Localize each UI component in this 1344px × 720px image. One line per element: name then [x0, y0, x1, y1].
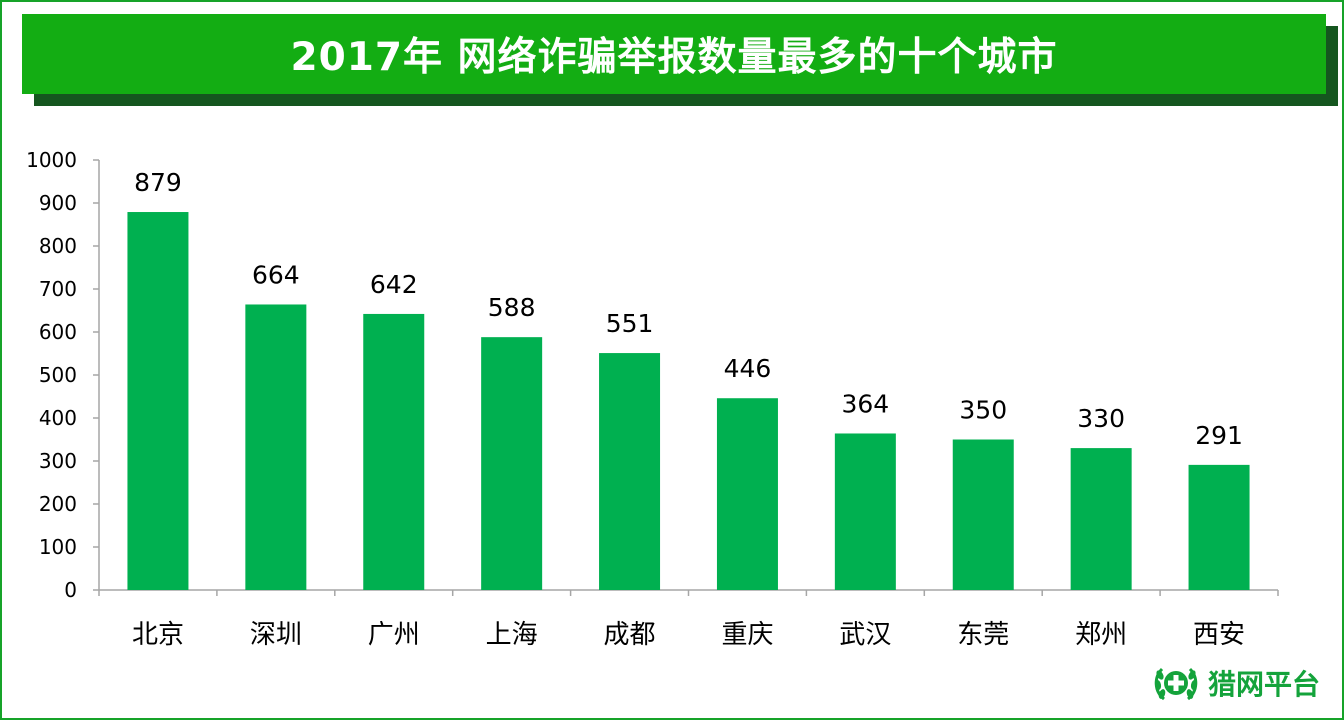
bar-value-label: 642	[370, 270, 418, 299]
x-category-label: 深圳	[250, 620, 302, 650]
x-category-label: 郑州	[1075, 620, 1127, 650]
chart-title: 2017年 网络诈骗举报数量最多的十个城市	[290, 35, 1058, 80]
bar-7	[834, 433, 896, 590]
bar-5	[599, 353, 661, 590]
y-tick-label: 500	[39, 363, 77, 387]
bar-value-label: 364	[841, 389, 889, 418]
y-tick-label: 0	[64, 578, 77, 602]
y-tick-label: 1000	[26, 148, 77, 172]
y-tick-label: 200	[39, 492, 77, 516]
title-bar: 2017年 网络诈骗举报数量最多的十个城市	[22, 14, 1326, 94]
bar-value-label: 879	[134, 168, 182, 197]
y-tick-label: 100	[39, 535, 77, 559]
bar-1	[127, 212, 189, 590]
x-category-label: 重庆	[721, 620, 773, 650]
bar-10	[1188, 464, 1250, 590]
bar-9	[1070, 448, 1132, 590]
y-tick-label: 600	[39, 320, 77, 344]
x-category-label: 北京	[132, 620, 184, 650]
brand-logo-text: 猎网平台	[1208, 668, 1321, 701]
laurel-cross-emblem-icon	[1154, 667, 1198, 701]
x-category-label: 上海	[486, 620, 538, 650]
bar-4	[481, 337, 543, 590]
x-category-label: 东莞	[957, 620, 1009, 650]
y-tick-label: 400	[39, 406, 77, 430]
bar-value-label: 551	[606, 309, 654, 338]
x-category-label: 武汉	[839, 620, 891, 650]
x-category-label: 广州	[368, 620, 420, 650]
bar-value-label: 330	[1077, 404, 1125, 433]
y-tick-label: 300	[39, 449, 77, 473]
bar-value-label: 446	[724, 354, 772, 383]
bar-2	[245, 304, 307, 590]
bar-8	[952, 439, 1014, 590]
bar-value-label: 664	[252, 260, 300, 289]
brand-logo: 猎网平台	[1152, 660, 1320, 706]
bar-6	[716, 398, 778, 590]
bar-value-label: 291	[1195, 421, 1243, 450]
y-tick-label: 900	[39, 191, 77, 215]
bar-value-label: 588	[488, 293, 536, 322]
y-tick-label: 700	[39, 277, 77, 301]
x-category-label: 西安	[1193, 620, 1245, 650]
x-category-label: 成都	[604, 620, 656, 650]
bar-3	[363, 313, 425, 590]
y-tick-label: 800	[39, 234, 77, 258]
bar-value-label: 350	[959, 396, 1007, 425]
